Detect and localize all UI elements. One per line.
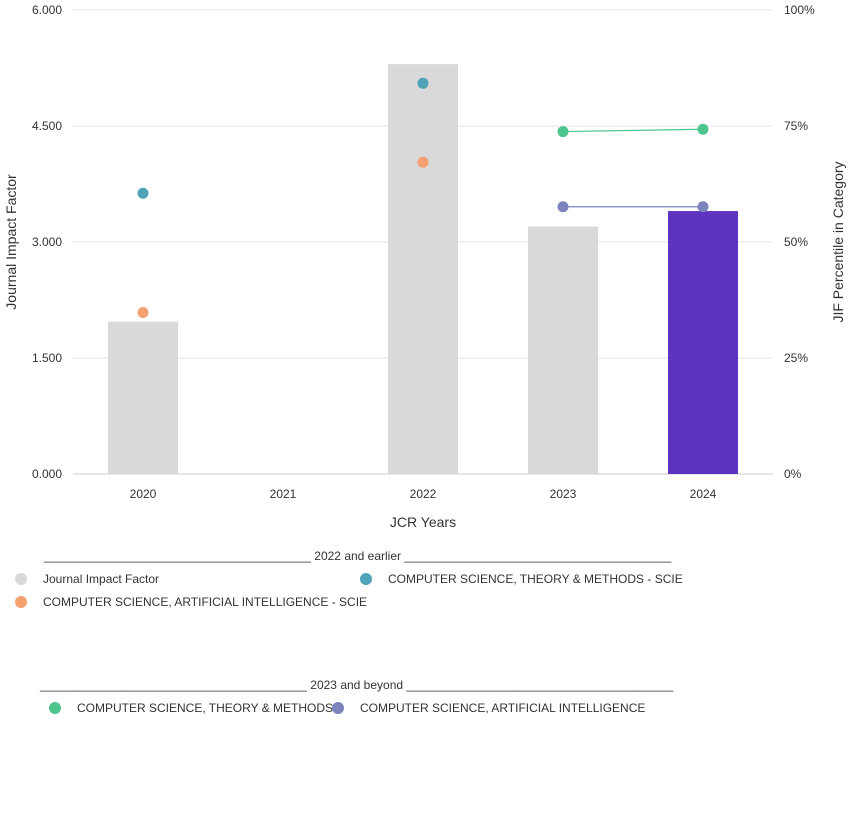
x-axis-title: JCR Years: [390, 514, 456, 530]
y-tick-right-label: 0%: [784, 467, 802, 481]
x-tick-label: 2021: [270, 487, 297, 501]
percentile-point[interactable]: [697, 123, 709, 135]
percentile-point[interactable]: [697, 201, 709, 213]
y-tick-right-label: 50%: [784, 235, 808, 249]
y-tick-right-label: 75%: [784, 119, 808, 133]
percentile-point[interactable]: [417, 156, 429, 168]
bar-2022[interactable]: [388, 64, 458, 474]
y-axis-right-title: JIF Percentile in Category: [830, 161, 846, 322]
x-tick-label: 2024: [690, 487, 717, 501]
x-axis-ticks: 2020 2021 2022 2023 2024: [130, 487, 717, 501]
x-tick-label: 2022: [410, 487, 437, 501]
y-tick-left-label: 6.000: [32, 3, 62, 17]
x-tick-label: 2023: [550, 487, 577, 501]
y-tick-left-label: 0.000: [32, 467, 62, 481]
percentile-point[interactable]: [557, 201, 569, 213]
y-tick-left-label: 4.500: [32, 119, 62, 133]
legend-item-cs-theory-methods-scie[interactable]: COMPUTER SCIENCE, THEORY & METHODS - SCI…: [360, 572, 683, 586]
legend-item-cs-ai-scie[interactable]: COMPUTER SCIENCE, ARTIFICIAL INTELLIGENC…: [15, 595, 367, 609]
percentile-lines-group: [562, 128, 704, 208]
legend-label: COMPUTER SCIENCE, ARTIFICIAL INTELLIGENC…: [360, 701, 646, 715]
y-tick-left-label: 3.000: [32, 235, 62, 249]
legend-item-journal-impact-factor[interactable]: Journal Impact Factor: [15, 572, 159, 586]
legend-label: Journal Impact Factor: [43, 572, 160, 586]
legend-dot-icon: [49, 702, 61, 714]
x-tick-label: 2020: [130, 487, 157, 501]
bar-2024[interactable]: [668, 211, 738, 475]
legend-dot-icon: [332, 702, 344, 714]
legend-header-2023-and-beyond: ________________________________________…: [40, 678, 674, 692]
percentile-dots-group: [137, 77, 709, 319]
bars-group: [108, 64, 738, 475]
bar-2023[interactable]: [528, 226, 598, 474]
legend-label: COMPUTER SCIENCE, THEORY & METHODS: [77, 701, 334, 715]
percentile-point[interactable]: [137, 187, 149, 199]
legend-dot-icon: [15, 596, 27, 608]
legend-dot-icon: [360, 573, 372, 585]
percentile-line-2: [562, 128, 704, 133]
y-axis-left-title: Journal Impact Factor: [3, 174, 19, 310]
percentile-point[interactable]: [557, 126, 569, 138]
legend-dot-icon: [15, 573, 27, 585]
jcr-chart: 0.000 1.500 3.000 4.500 6.000 0% 25% 50% 75% 100…: [3, 3, 846, 530]
y-axis-right-ticks: 0% 25% 50% 75% 100%: [784, 3, 815, 481]
legend-item-cs-ai[interactable]: COMPUTER SCIENCE, ARTIFICIAL INTELLIGENC…: [332, 701, 645, 715]
percentile-point[interactable]: [417, 77, 429, 89]
bar-2020[interactable]: [108, 321, 178, 474]
y-tick-right-label: 100%: [784, 3, 815, 17]
y-tick-right-label: 25%: [784, 351, 808, 365]
y-axis-left-ticks: 0.000 1.500 3.000 4.500 6.000: [32, 3, 62, 481]
legend-label: COMPUTER SCIENCE, ARTIFICIAL INTELLIGENC…: [43, 595, 368, 609]
legend-item-cs-theory-methods[interactable]: COMPUTER SCIENCE, THEORY & METHODS: [49, 701, 333, 715]
legend-header-2022-and-earlier: ________________________________________…: [44, 549, 672, 563]
y-tick-left-label: 1.500: [32, 351, 62, 365]
percentile-point[interactable]: [137, 307, 149, 319]
legend-label: COMPUTER SCIENCE, THEORY & METHODS - SCI…: [388, 572, 683, 586]
